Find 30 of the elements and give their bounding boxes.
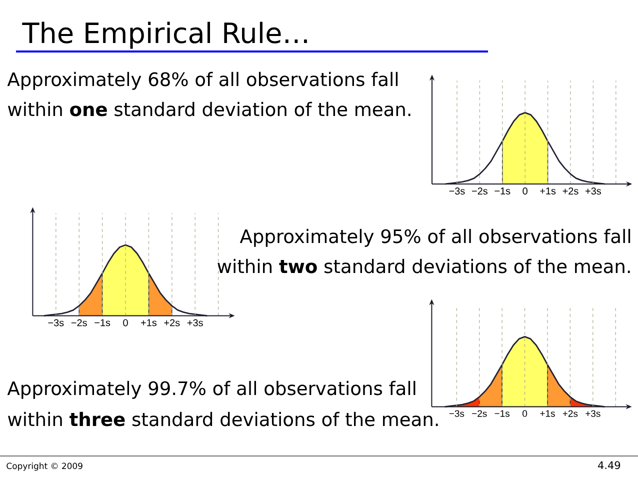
x-tick-label: +3s bbox=[187, 319, 203, 326]
text: The Empirical Rule… bbox=[22, 22, 307, 49]
x-tick-label: +2s bbox=[164, 319, 180, 326]
text: Approximately 68% of all observations fall bbox=[7, 72, 398, 90]
annotation: within two standard deviations of the mean. bbox=[218, 258, 630, 274]
x-tick-label: 0 bbox=[522, 410, 528, 417]
text: within one standard deviation of the mean. bbox=[8, 102, 410, 116]
x-tick-label: +1s bbox=[540, 188, 556, 194]
x-tick-label: +1s bbox=[540, 410, 555, 417]
x-tick-label: −1s bbox=[494, 410, 510, 417]
x-tick-label: 0 bbox=[123, 319, 128, 326]
x-tick-label: 0 bbox=[522, 188, 528, 195]
x-tick-label: −3s bbox=[48, 319, 64, 326]
text: within three standard deviations of the mean. bbox=[8, 412, 438, 426]
text: 4.49 bbox=[598, 461, 620, 470]
x-tick-label: +3s bbox=[586, 188, 601, 195]
x-tick-label: +2s bbox=[562, 410, 578, 417]
x-tick-label: −1s bbox=[494, 188, 510, 194]
text: Approximately 99.7% of all observations fall bbox=[7, 380, 416, 399]
x-tick-label: −1s bbox=[94, 319, 110, 326]
x-tick-label: −3s bbox=[449, 188, 465, 195]
x-tick-label: +1s bbox=[141, 319, 157, 326]
x-tick-label: +2s bbox=[562, 188, 578, 195]
x-tick-label: −2s bbox=[472, 188, 488, 195]
x-tick-label: −2s bbox=[71, 319, 87, 326]
x-tick-label: +3s bbox=[586, 410, 600, 417]
x-tick-label: −2s bbox=[472, 410, 487, 417]
text: Approximately 95% of all observations fall bbox=[240, 228, 630, 247]
x-tick-label: −3s bbox=[449, 410, 464, 417]
text: Copyright © 2009 bbox=[6, 462, 82, 471]
